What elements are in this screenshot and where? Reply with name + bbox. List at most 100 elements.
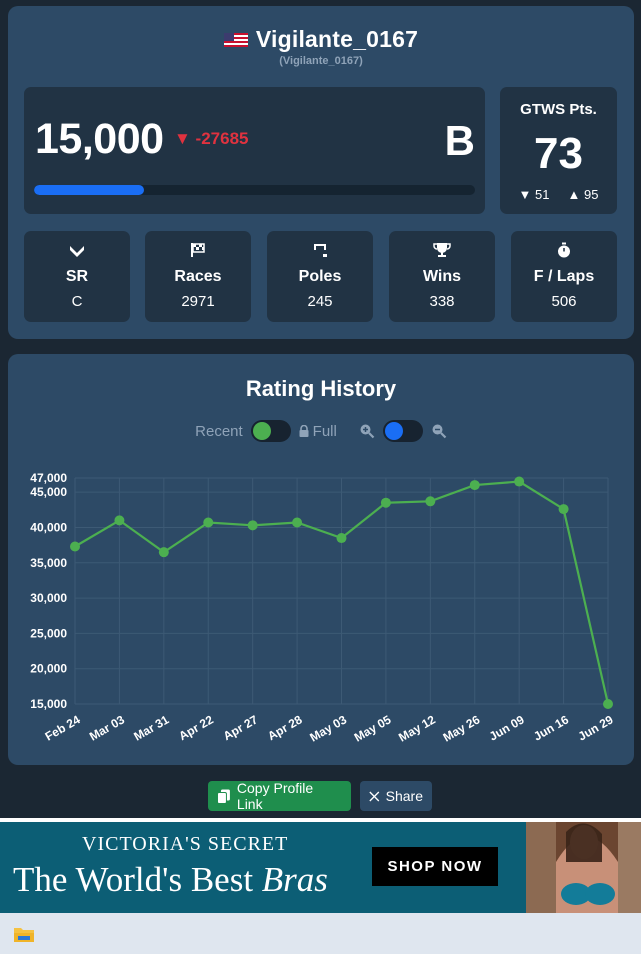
toggle-knob xyxy=(384,422,403,440)
stat-label: F / Laps xyxy=(533,268,595,285)
ad-photo xyxy=(526,822,641,913)
stat-label: SR xyxy=(65,268,89,285)
player-name: Vigilante_0167 xyxy=(255,26,419,52)
stat-label: Wins xyxy=(422,268,462,285)
ad-photo-graphic xyxy=(526,822,641,913)
y-tick-label: 30,000 xyxy=(30,591,67,605)
y-tick-label: 47,000 xyxy=(30,471,67,485)
share-label: Share xyxy=(385,788,423,804)
data-point xyxy=(336,533,347,544)
y-tick-label: 45,000 xyxy=(30,485,67,499)
data-point xyxy=(603,699,613,709)
x-tick-label: May 26 xyxy=(441,712,483,744)
x-tick-label: Mar 03 xyxy=(87,712,127,743)
y-tick-label: 40,000 xyxy=(30,520,67,534)
data-point xyxy=(514,476,525,487)
recent-full-toggle[interactable] xyxy=(250,420,291,442)
data-point xyxy=(247,520,258,531)
data-point xyxy=(158,547,169,558)
gtws-subvalues: ▼ 51 ▲ 95 xyxy=(500,187,617,202)
data-point xyxy=(292,517,303,528)
gtws-down: ▼ 51 xyxy=(518,187,550,202)
full-option: Full xyxy=(299,423,337,440)
y-tick-label: 15,000 xyxy=(30,697,67,711)
rating-box: 15,000 ▼ -27685 B xyxy=(24,87,485,214)
rating-delta: ▼ -27685 xyxy=(174,129,249,148)
gtws-value: 73 xyxy=(534,129,583,178)
zoom-out-icon[interactable] xyxy=(431,423,447,439)
gtws-up: ▲ 95 xyxy=(567,187,599,202)
stat-fastest-laps: F / Laps 506 xyxy=(511,231,617,322)
copy-icon xyxy=(217,789,230,804)
rating-value: 15,000 xyxy=(35,115,164,163)
x-tick-label: Jun 29 xyxy=(576,712,616,743)
x-logo-icon xyxy=(369,791,380,801)
stopwatch-icon xyxy=(558,242,570,258)
file-explorer-icon[interactable] xyxy=(13,925,35,943)
ad-divider xyxy=(0,818,641,822)
stat-label: Poles xyxy=(298,268,342,285)
chart-title: Rating History xyxy=(245,376,397,401)
stat-sr: SR C xyxy=(24,231,130,322)
copy-label: Copy Profile Link xyxy=(236,780,314,812)
data-point xyxy=(203,517,214,528)
full-label: Full xyxy=(312,422,337,440)
y-tick-label: 25,000 xyxy=(30,626,67,640)
x-tick-label: Apr 22 xyxy=(176,712,216,743)
rating-progress-bar xyxy=(34,185,475,195)
player-subname: (Vigilante_0167) xyxy=(279,55,363,67)
rating-grade: B xyxy=(444,117,475,164)
rating-history-card: Rating History Recent Full 15,000 20,000 2… xyxy=(8,354,634,765)
ad-headline-emphasis: Bras xyxy=(261,860,328,899)
stat-value: C xyxy=(71,293,83,310)
ad-shop-now-button[interactable]: SHOP NOW xyxy=(372,847,498,886)
x-tick-label: Jun 16 xyxy=(531,712,571,743)
ad-headline: The World's Best Bras xyxy=(13,860,328,900)
taskbar xyxy=(0,913,641,954)
gtws-title: GTWS Pts. xyxy=(520,101,597,118)
rating-history-chart: 15,000 20,000 25,000 30,000 35,000 40,000 45,0… xyxy=(30,471,616,745)
lock-icon xyxy=(299,425,309,437)
share-button[interactable]: Share xyxy=(360,781,432,811)
data-point xyxy=(558,504,569,515)
data-point xyxy=(380,497,391,508)
data-point xyxy=(425,496,436,507)
chart-controls: Recent Full xyxy=(8,420,634,442)
zoom-in-icon[interactable] xyxy=(359,423,375,439)
gtws-box: GTWS Pts. 73 ▼ 51 ▲ 95 xyxy=(500,87,617,214)
x-tick-label: Jun 09 xyxy=(487,712,527,743)
stat-value: 245 xyxy=(307,293,333,310)
sr-chevron-icon xyxy=(70,246,84,257)
checkered-flag-icon xyxy=(191,243,205,257)
x-tick-label: May 05 xyxy=(352,712,394,744)
profile-card: Vigilante_0167 (Vigilante_0167) 15,000 ▼… xyxy=(8,6,634,339)
y-tick-label: 35,000 xyxy=(30,556,67,570)
x-tick-label: May 03 xyxy=(307,712,349,744)
stat-label: Races xyxy=(174,268,222,285)
trophy-icon xyxy=(433,243,451,257)
name-row: Vigilante_0167 xyxy=(8,26,634,53)
ad-banner[interactable]: VICTORIA'S SECRET The World's Best Bras … xyxy=(0,822,641,913)
stat-poles: Poles 245 xyxy=(267,231,373,322)
rating-progress-fill xyxy=(34,185,145,195)
ad-headline-main: The World's Best xyxy=(13,860,262,899)
stat-value: 506 xyxy=(551,293,577,310)
us-flag-icon xyxy=(223,32,248,47)
zoom-toggle[interactable] xyxy=(382,420,423,442)
stat-value: 2971 xyxy=(181,293,215,310)
stat-value: 338 xyxy=(429,293,455,310)
y-tick-label: 20,000 xyxy=(30,662,67,676)
x-tick-label: Feb 24 xyxy=(43,712,83,743)
x-tick-label: Mar 31 xyxy=(131,712,171,743)
x-tick-label: Apr 27 xyxy=(221,712,261,743)
x-tick-label: May 12 xyxy=(396,712,438,744)
data-point xyxy=(114,515,125,526)
data-point xyxy=(469,480,480,491)
ad-brand: VICTORIA'S SECRET xyxy=(82,833,289,855)
recent-label: Recent xyxy=(195,422,243,440)
toggle-knob xyxy=(252,422,271,440)
x-tick-label: Apr 28 xyxy=(265,712,305,743)
pole-icon xyxy=(314,244,327,257)
stat-wins: Wins 338 xyxy=(389,231,495,322)
copy-profile-link-button[interactable]: Copy Profile Link xyxy=(208,780,351,812)
